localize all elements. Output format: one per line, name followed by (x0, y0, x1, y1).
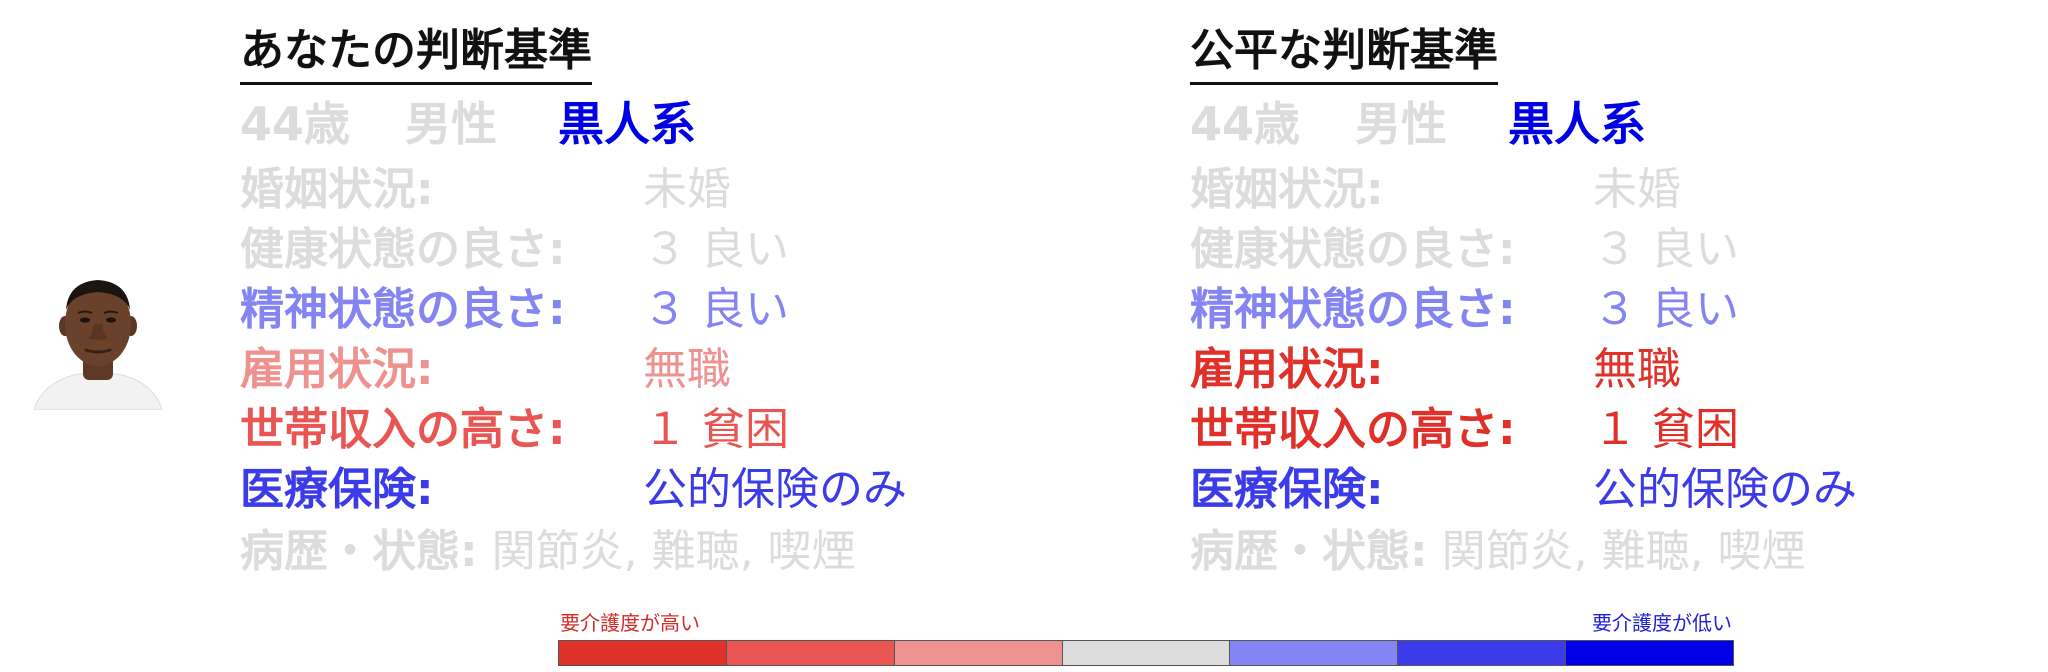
scale-low-label: 要介護度が低い (1592, 611, 1732, 635)
row-marital-status: 婚姻状況: 未婚 (1190, 160, 1950, 220)
your-criteria-panel: あなたの判断基準 44歳 男性 黒人系 婚姻状況: 未婚 健康状態の良さ: ３ … (240, 22, 1000, 582)
history-value: 関節炎, 難聴, 喫煙 (491, 526, 856, 577)
care-level-scale: 要介護度が高い 要介護度が低い (558, 610, 1734, 668)
scale-segment (1398, 641, 1567, 665)
fair-criteria-panel: 公平な判断基準 44歳 男性 黒人系 婚姻状況: 未婚 健康状態の良さ: ３ 良… (1190, 22, 1950, 582)
row-label: 医療保険: (1190, 464, 1384, 515)
row-value: １ 貧困 (1593, 404, 1739, 455)
panel-title: 公平な判断基準 (1190, 22, 1498, 85)
scale-high-label: 要介護度が高い (560, 611, 700, 635)
row-value: ３ 良い (1593, 224, 1739, 275)
row-value: ３ 良い (643, 284, 789, 335)
row-value: 公的保険のみ (643, 464, 907, 515)
row-mental-health: 精神状態の良さ: ３ 良い (1190, 280, 1950, 340)
age-label: 44歳 (240, 97, 351, 151)
row-label: 雇用状況: (240, 344, 434, 395)
row-household-income: 世帯収入の高さ: １ 貧困 (1190, 400, 1950, 460)
age-label: 44歳 (1190, 97, 1301, 151)
history-label: 病歴・状態: (1190, 526, 1428, 577)
row-label: 精神状態の良さ: (240, 284, 566, 335)
row-label: 健康状態の良さ: (240, 224, 566, 275)
sex-label: 男性 (405, 97, 497, 151)
row-label: 婚姻状況: (1190, 164, 1384, 215)
scale-bar (558, 640, 1734, 666)
race-label: 黒人系 (1508, 97, 1646, 151)
row-insurance: 医療保険: 公的保険のみ (1190, 460, 1950, 520)
person-portrait-icon (32, 270, 164, 411)
medical-history: 病歴・状態: 関節炎, 難聴, 喫煙 (1190, 522, 1806, 582)
scale-segment (894, 641, 1063, 665)
scale-segment (1566, 641, 1734, 665)
row-health: 健康状態の良さ: ３ 良い (1190, 220, 1950, 280)
row-label: 婚姻状況: (240, 164, 434, 215)
race-label: 黒人系 (558, 97, 696, 151)
row-value: 未婚 (1593, 164, 1681, 215)
medical-history: 病歴・状態: 関節炎, 難聴, 喫煙 (240, 522, 856, 582)
row-household-income: 世帯収入の高さ: １ 貧困 (240, 400, 1000, 460)
row-label: 世帯収入の高さ: (1190, 404, 1516, 455)
row-label: 世帯収入の高さ: (240, 404, 566, 455)
history-value: 関節炎, 難聴, 喫煙 (1441, 526, 1806, 577)
row-value: １ 貧困 (643, 404, 789, 455)
scale-segment (1230, 641, 1399, 665)
row-marital-status: 婚姻状況: 未婚 (240, 160, 1000, 220)
sex-label: 男性 (1355, 97, 1447, 151)
row-label: 健康状態の良さ: (1190, 224, 1516, 275)
row-mental-health: 精神状態の良さ: ３ 良い (240, 280, 1000, 340)
row-value: 公的保険のみ (1593, 464, 1857, 515)
row-value: 未婚 (643, 164, 731, 215)
scale-segment (559, 641, 727, 665)
row-value: ３ 良い (1593, 284, 1739, 335)
row-label: 精神状態の良さ: (1190, 284, 1516, 335)
row-insurance: 医療保険: 公的保険のみ (240, 460, 1000, 520)
row-health: 健康状態の良さ: ３ 良い (240, 220, 1000, 280)
row-value: 無職 (643, 344, 731, 395)
row-value: ３ 良い (643, 224, 789, 275)
row-employment: 雇用状況: 無職 (1190, 340, 1950, 400)
row-label: 医療保険: (240, 464, 434, 515)
row-value: 無職 (1593, 344, 1681, 395)
row-employment: 雇用状況: 無職 (240, 340, 1000, 400)
scale-segment (1062, 641, 1231, 665)
panel-title: あなたの判断基準 (240, 22, 592, 85)
scale-segment (726, 641, 895, 665)
row-label: 雇用状況: (1190, 344, 1384, 395)
history-label: 病歴・状態: (240, 526, 478, 577)
